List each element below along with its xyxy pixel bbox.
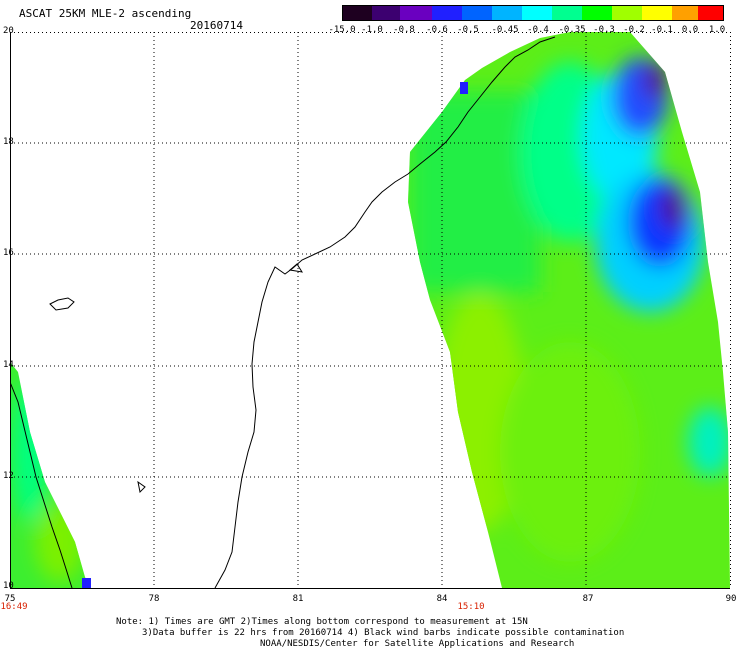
- colorbar-swatch: [612, 5, 642, 21]
- coastline-sw: [10, 381, 73, 589]
- colorbar-label: 1.0: [708, 25, 726, 35]
- colorbar-swatch: [642, 5, 672, 21]
- colorbar-swatch: [342, 5, 372, 21]
- lat-tick-label: 10: [3, 581, 14, 591]
- colorbar-label: -0.3: [593, 25, 615, 35]
- lat-tick-label: 20: [3, 26, 14, 36]
- lat-tick-label: 14: [3, 360, 14, 370]
- lat-tick-label: 16: [3, 248, 14, 258]
- colorbar-label: -0.5: [457, 25, 479, 35]
- colorbar-label: -0.8: [393, 25, 415, 35]
- island: [49, 297, 75, 311]
- swath-east: [408, 32, 730, 588]
- colorbar-label: -0.1: [651, 25, 673, 35]
- note-line-2: 3)Data buffer is 22 hrs from 20160714 4)…: [142, 628, 625, 638]
- colorbar-label: -1.0: [361, 25, 383, 35]
- colorbar-swatch: [432, 5, 462, 21]
- colorbar-label: -0.4: [527, 25, 549, 35]
- lon-tick-label: 90: [725, 594, 737, 604]
- map-plot: [10, 32, 731, 589]
- lon-tick-label: 75: [4, 594, 16, 604]
- colorbar-swatch: [492, 5, 522, 21]
- time-label-left: 16:49: [0, 602, 28, 612]
- island: [288, 263, 304, 273]
- lat-tick-label: 12: [3, 471, 14, 481]
- note-line-3: NOAA/NESDIS/Center for Satellite Applica…: [260, 639, 575, 649]
- colorbar: [342, 5, 724, 21]
- swath-west: [10, 362, 90, 588]
- grid: [10, 32, 730, 588]
- time-label-middle: 15:10: [457, 602, 485, 612]
- coastline: [214, 36, 556, 589]
- lon-tick-label: 78: [148, 594, 160, 604]
- colorbar-label: -15.0: [328, 25, 356, 35]
- colorbar-label: -0.45: [491, 25, 519, 35]
- lon-tick-label: 84: [436, 594, 448, 604]
- colorbar-swatch: [462, 5, 492, 21]
- lon-tick-label: 87: [582, 594, 594, 604]
- lat-tick-label: 18: [3, 137, 14, 147]
- map-date: 20160714: [190, 19, 243, 32]
- colorbar-swatch: [582, 5, 612, 21]
- colorbar-swatch: [522, 5, 552, 21]
- lon-tick-label: 81: [292, 594, 304, 604]
- colorbar-swatch: [552, 5, 582, 21]
- colorbar-swatch: [400, 5, 432, 21]
- note-line-1: Note: 1) Times are GMT 2)Times along bot…: [116, 617, 528, 627]
- colorbar-swatch: [372, 5, 400, 21]
- colorbar-label: 0.0: [681, 25, 699, 35]
- island: [137, 480, 146, 494]
- colorbar-swatch: [698, 5, 724, 21]
- colorbar-label: -0.35: [558, 25, 586, 35]
- map-title: ASCAT 25KM MLE-2 ascending: [19, 7, 192, 20]
- colorbar-labels: -15.0 -1.0 -0.8 -0.6 -0.5 -0.45 -0.4 -0.…: [328, 25, 726, 39]
- colorbar-label: -0.2: [623, 25, 645, 35]
- colorbar-swatch: [672, 5, 698, 21]
- colorbar-label: -0.6: [426, 25, 448, 35]
